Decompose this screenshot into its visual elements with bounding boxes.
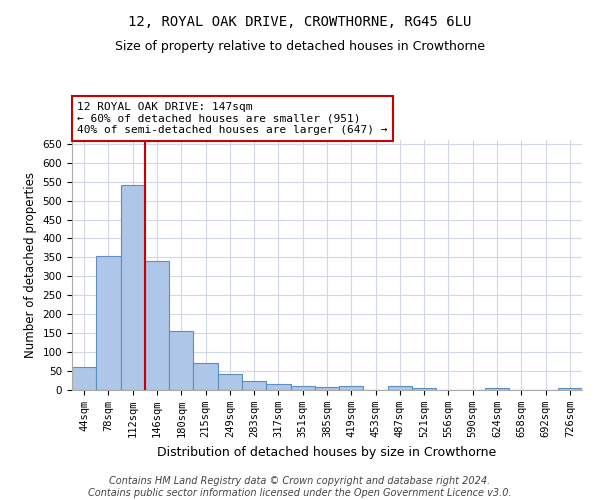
Bar [121,186,145,390]
Bar [290,386,315,390]
Text: 12, ROYAL OAK DRIVE, CROWTHORNE, RG45 6LU: 12, ROYAL OAK DRIVE, CROWTHORNE, RG45 6L… [128,15,472,29]
Bar [218,374,242,390]
Bar [412,388,436,390]
Bar [315,387,339,390]
Text: 12 ROYAL OAK DRIVE: 147sqm
← 60% of detached houses are smaller (951)
40% of sem: 12 ROYAL OAK DRIVE: 147sqm ← 60% of deta… [77,102,388,135]
Bar [558,388,582,390]
Bar [72,368,96,390]
Bar [145,261,169,390]
Y-axis label: Number of detached properties: Number of detached properties [24,172,37,358]
Bar [485,388,509,390]
Text: Size of property relative to detached houses in Crowthorne: Size of property relative to detached ho… [115,40,485,53]
Bar [169,330,193,390]
Bar [242,380,266,390]
Text: Contains HM Land Registry data © Crown copyright and database right 2024.
Contai: Contains HM Land Registry data © Crown c… [88,476,512,498]
Bar [193,364,218,390]
Bar [339,386,364,390]
Bar [96,256,121,390]
X-axis label: Distribution of detached houses by size in Crowthorne: Distribution of detached houses by size … [157,446,497,458]
Bar [388,386,412,390]
Bar [266,384,290,390]
